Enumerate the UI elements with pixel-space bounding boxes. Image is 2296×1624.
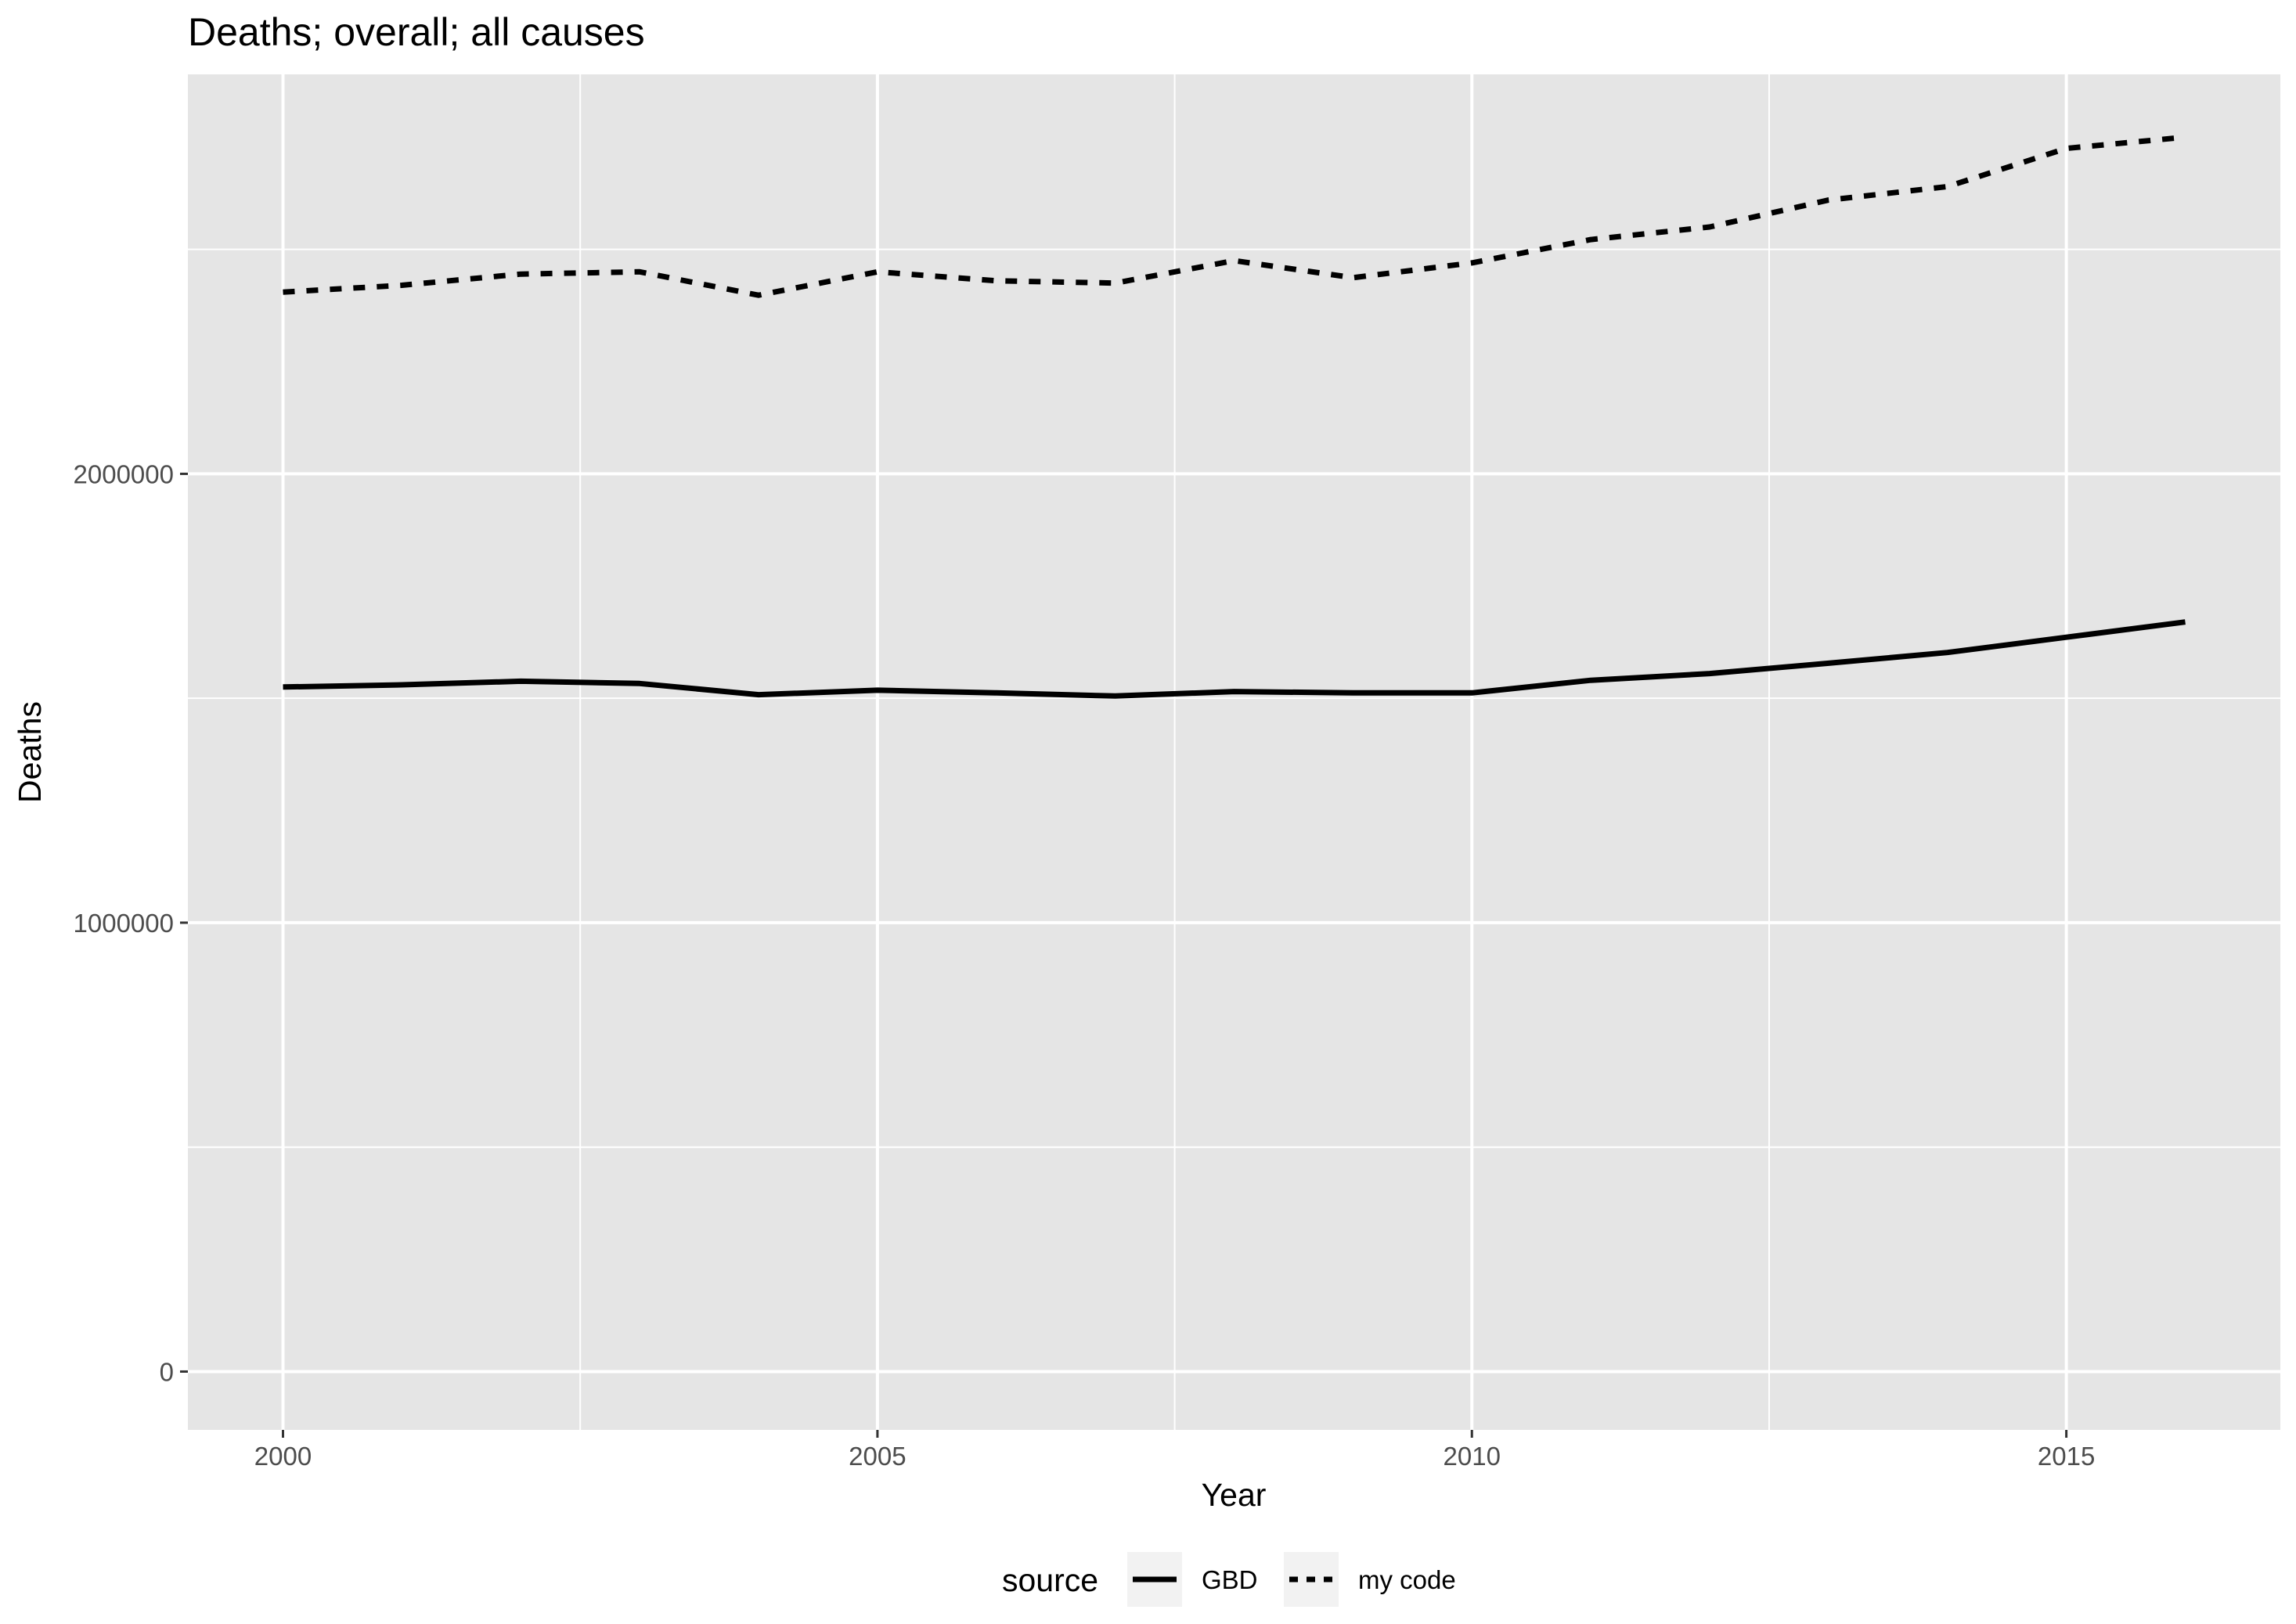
x-tick-label: 2005 bbox=[849, 1442, 906, 1471]
series-line-my-code bbox=[283, 134, 2186, 298]
legend-title: source bbox=[1002, 1562, 1098, 1598]
x-tick-label: 2000 bbox=[254, 1442, 312, 1471]
x-tick-label: 2010 bbox=[1444, 1442, 1501, 1471]
series-line-gbd bbox=[283, 619, 2186, 699]
plot-panel bbox=[188, 74, 2280, 1430]
y-tick-label: 0 bbox=[160, 1357, 174, 1386]
series-layer bbox=[283, 134, 2186, 699]
x-axis-title: Year bbox=[1202, 1477, 1267, 1513]
legend: source GBD my code bbox=[1002, 1552, 1456, 1607]
legend-label: GBD bbox=[1202, 1565, 1258, 1594]
x-tick-label: 2015 bbox=[2038, 1442, 2095, 1471]
axes: 2000 2005 2010 2015 0 1000000 2000000 bbox=[74, 459, 2096, 1471]
grid-lines bbox=[188, 74, 2280, 1430]
legend-item-my-code: my code bbox=[1284, 1552, 1456, 1607]
y-tick-label: 2000000 bbox=[74, 459, 174, 488]
chart-title: Deaths; overall; all causes bbox=[188, 10, 645, 54]
legend-label: my code bbox=[1358, 1565, 1456, 1594]
y-axis-title: Deaths bbox=[12, 701, 48, 803]
legend-item-gbd: GBD bbox=[1127, 1552, 1258, 1607]
y-tick-label: 1000000 bbox=[74, 909, 174, 938]
